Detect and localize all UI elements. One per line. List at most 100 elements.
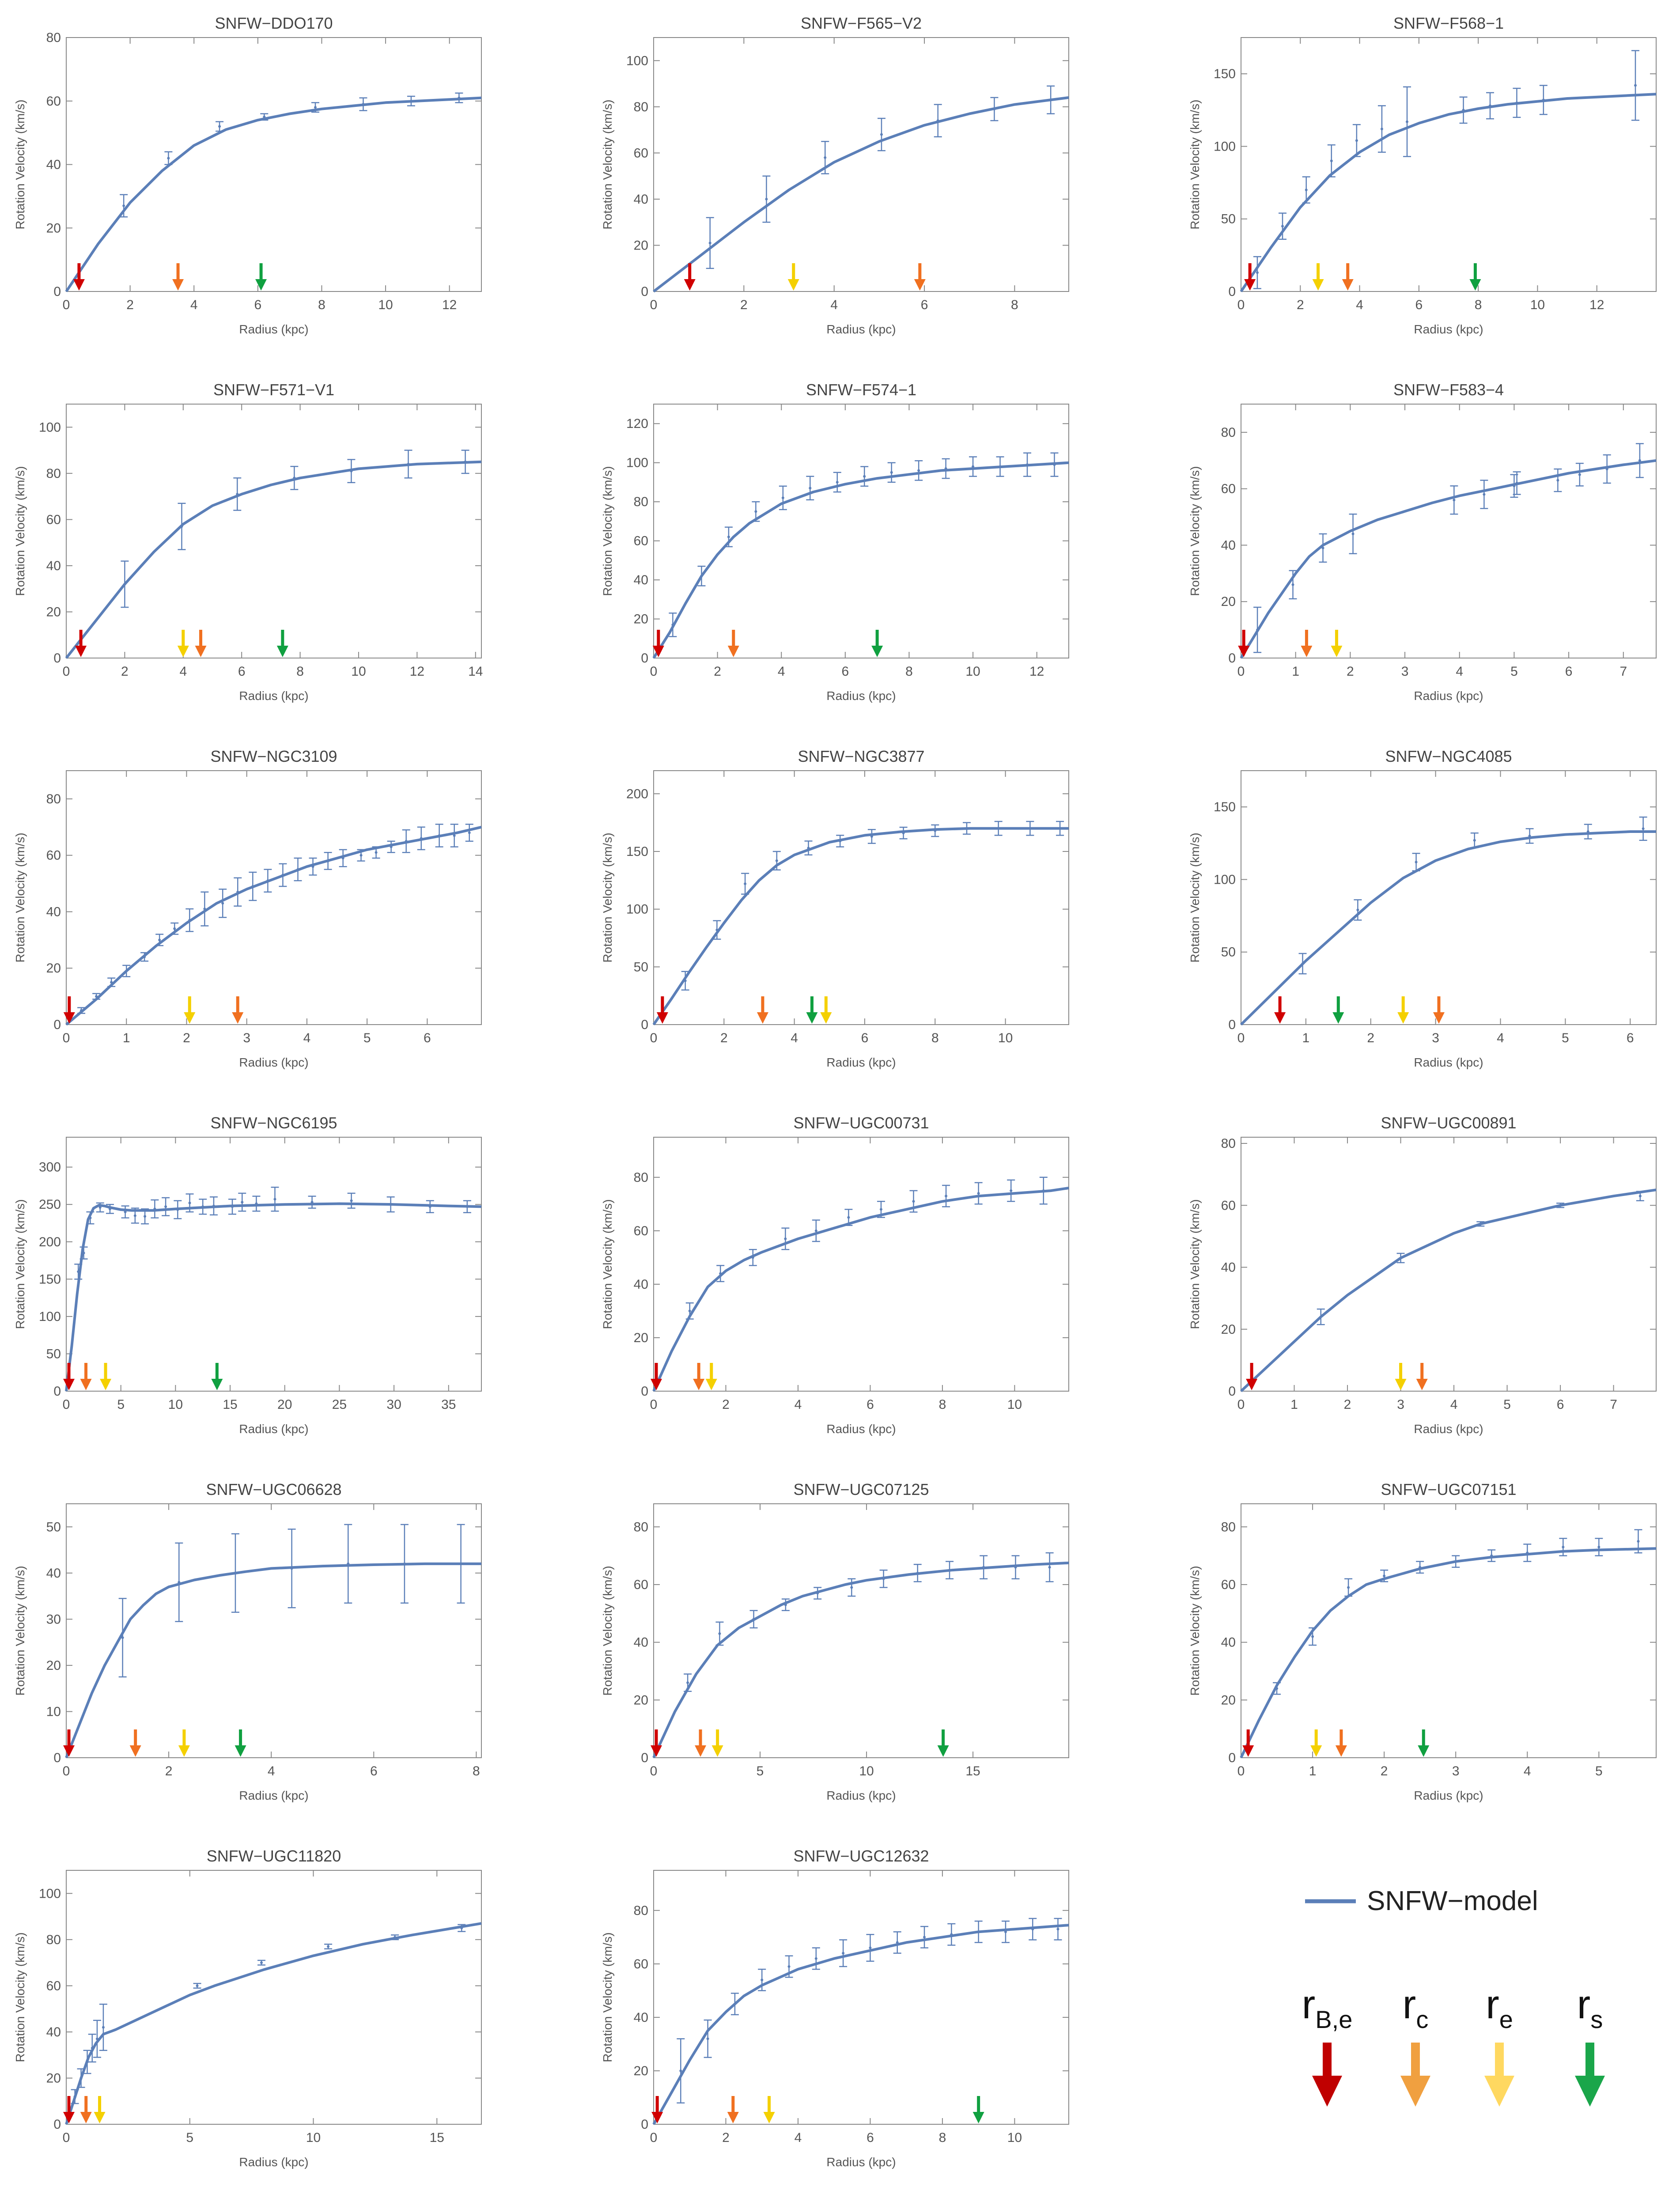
x-tick-label: 5 <box>1510 664 1518 679</box>
data-point <box>86 1211 95 1225</box>
x-tick-label: 15 <box>223 1397 237 1412</box>
x-tick-label: 8 <box>473 1764 480 1778</box>
rc-arrow <box>129 1729 141 1757</box>
rs-arrow <box>276 630 288 657</box>
data-point <box>193 1983 201 1989</box>
re-arrow <box>100 1363 112 1390</box>
y-tick-label: 40 <box>1221 1260 1236 1275</box>
model-curve <box>652 1187 1069 1392</box>
x-tick-label: 8 <box>318 298 325 312</box>
data-point <box>1603 454 1611 484</box>
data-point <box>234 877 242 907</box>
re-arrow <box>787 263 799 291</box>
y-tick-label: 100 <box>1214 872 1236 887</box>
rc-arrow <box>80 2096 92 2123</box>
data-point <box>271 1187 279 1212</box>
rs-arrow <box>255 263 267 291</box>
data-point <box>122 965 131 977</box>
data-point <box>1007 1179 1015 1202</box>
x-tick-label: 4 <box>795 2130 802 2145</box>
data-point <box>741 873 749 895</box>
x-tick-label: 4 <box>1450 1397 1458 1412</box>
data-point <box>199 1199 207 1215</box>
data-point <box>909 1190 918 1213</box>
data-point <box>1054 1918 1062 1941</box>
y-tick-label: 80 <box>634 1903 648 1918</box>
data-point <box>946 1561 954 1580</box>
x-tick-label: 10 <box>378 298 393 312</box>
data-point <box>974 1182 983 1205</box>
rs-arrow <box>806 996 818 1024</box>
y-axis-label: Rotation Velocity (km/s) <box>601 99 614 229</box>
data-point <box>74 1264 83 1280</box>
data-point <box>324 1944 333 1949</box>
data-point <box>264 869 272 893</box>
y-axis-label: Rotation Velocity (km/s) <box>13 1932 27 2062</box>
data-point <box>435 824 443 848</box>
panel-title: SNFW−F583−4 <box>1393 381 1504 399</box>
y-tick-label: 60 <box>46 512 61 527</box>
x-tick-label: 0 <box>650 1397 658 1412</box>
data-point <box>1523 1544 1532 1562</box>
data-point <box>1575 462 1584 487</box>
y-tick-label: 100 <box>626 53 648 68</box>
y-axis-label: Rotation Velocity (km/s) <box>1188 99 1202 229</box>
data-point <box>1050 452 1059 477</box>
data-point <box>994 821 1003 836</box>
re-arrow <box>1310 1729 1322 1757</box>
y-tick-label: 80 <box>634 100 648 114</box>
x-tick-label: 1 <box>1290 1397 1298 1412</box>
data-point <box>1452 1555 1460 1568</box>
x-axis-label: Radius (kpc) <box>1414 1789 1483 1802</box>
data-point <box>288 1529 296 1608</box>
y-tick-label: 40 <box>46 1566 61 1581</box>
y-tick-label: 10 <box>46 1704 61 1719</box>
x-tick-label: 30 <box>386 1397 401 1412</box>
x-tick-label: 6 <box>424 1031 431 1045</box>
y-tick-label: 0 <box>1228 651 1236 666</box>
data-point <box>1556 1203 1565 1208</box>
data-point <box>107 977 116 987</box>
data-point <box>772 851 781 871</box>
model-curve <box>65 1202 482 1392</box>
y-tick-label: 200 <box>39 1235 61 1249</box>
x-tick-label: 0 <box>1237 1397 1245 1412</box>
plot-frame <box>66 770 482 1025</box>
data-point <box>899 826 908 840</box>
data-point <box>713 920 721 940</box>
x-tick-label: 0 <box>1237 664 1245 679</box>
model-curve <box>652 827 1069 1025</box>
data-point <box>77 2068 85 2088</box>
plot-frame <box>653 770 1069 1025</box>
y-tick-label: 120 <box>626 416 648 431</box>
x-axis-label: Radius (kpc) <box>239 1789 308 1802</box>
data-point <box>758 1968 766 1991</box>
data-point <box>1595 1538 1603 1556</box>
plot-frame <box>1241 770 1657 1025</box>
legend-symbol: re <box>1486 1982 1513 2033</box>
x-tick-label: 4 <box>791 1031 798 1045</box>
y-tick-label: 80 <box>1221 425 1236 440</box>
x-tick-label: 7 <box>1619 664 1627 679</box>
data-point <box>219 889 227 918</box>
x-tick-label: 1 <box>1309 1764 1317 1778</box>
panel-title: SNFW−F568−1 <box>1393 14 1504 32</box>
data-point <box>1011 1555 1020 1580</box>
data-point <box>860 466 869 487</box>
data-point <box>249 871 257 901</box>
y-tick-label: 40 <box>634 1635 648 1650</box>
panel-2: SNFW−F568−1 0 2 4 6 8 10 12 0 50 100 150 Radius (kpc… <box>1188 14 1657 336</box>
data-point <box>833 472 841 493</box>
x-tick-label: 6 <box>1557 1397 1564 1412</box>
y-tick-label: 0 <box>53 1018 61 1032</box>
rbe-arrow <box>63 996 75 1024</box>
y-tick-label: 40 <box>46 559 61 573</box>
data-point <box>749 1610 758 1629</box>
data-point <box>347 459 356 483</box>
y-axis-label: Rotation Velocity (km/s) <box>13 99 27 229</box>
x-tick-label: 35 <box>441 1397 456 1412</box>
re-arrow <box>763 2096 775 2123</box>
y-tick-label: 40 <box>1221 538 1236 552</box>
data-point <box>231 1533 239 1613</box>
y-tick-label: 30 <box>46 1612 61 1627</box>
